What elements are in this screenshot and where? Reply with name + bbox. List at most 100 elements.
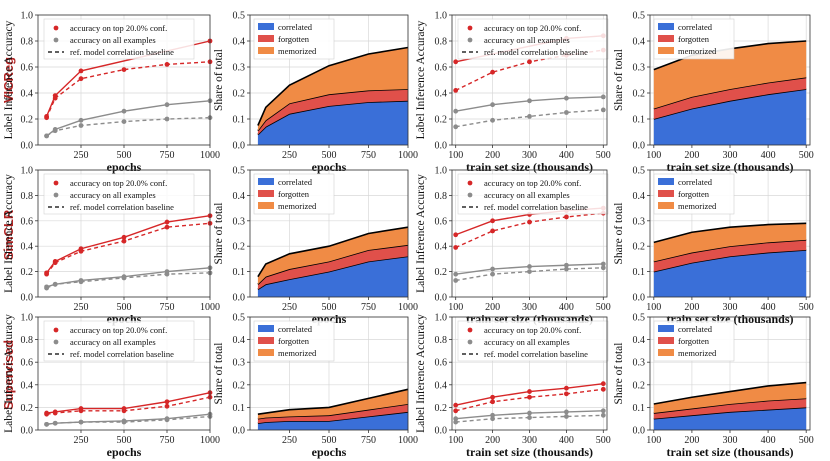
legend-label: ref. model correlation baseline bbox=[70, 349, 174, 359]
y-axis-label: Share of total bbox=[613, 343, 625, 405]
data-point-red-solid bbox=[453, 59, 459, 65]
panel-vicreg-share-epochs: correlated forgotten memorized 0.0 0.1 0.2 0.3… bbox=[213, 11, 418, 175]
data-point-red-dashed bbox=[453, 88, 459, 93]
xtick-label: 200 bbox=[684, 435, 699, 446]
area-forgotten bbox=[653, 239, 807, 272]
ytick-label: 0.0 bbox=[21, 293, 34, 304]
ytick-label: 0.4 bbox=[233, 37, 246, 48]
panel-simclr-share-epochs: correlated forgotten memorized 0.0 0.1 0.2 0.3… bbox=[213, 166, 418, 327]
series-line-gray-dashed bbox=[46, 117, 211, 137]
series-line-gray-dashed bbox=[46, 272, 211, 289]
ytick-label: 0.2 bbox=[435, 403, 448, 414]
legend-label: ref. model correlation baseline bbox=[484, 47, 588, 57]
xtick-label: 500 bbox=[799, 435, 814, 446]
x-axis-label: epochs bbox=[312, 445, 347, 459]
legend-label-forgotten: forgotten bbox=[278, 336, 310, 346]
xtick-label: 400 bbox=[559, 302, 574, 313]
area-forgotten bbox=[257, 89, 408, 135]
legend-swatch-memorized bbox=[658, 202, 674, 209]
data-point-gray-dashed bbox=[564, 266, 569, 272]
data-point-red-solid bbox=[453, 232, 459, 238]
ytick-label: 0.2 bbox=[435, 267, 448, 278]
y-axis-label: Label Inference Accuracy bbox=[3, 314, 15, 433]
data-point-gray-solid bbox=[490, 412, 495, 418]
area-correlated bbox=[257, 256, 408, 297]
xtick-label: 500 bbox=[117, 435, 132, 446]
panel-supervised-acc-trainsize: accuracy on top 20.0% conf. accuracy on a… bbox=[415, 313, 611, 460]
xtick-label: 100 bbox=[448, 150, 463, 161]
data-point-gray-dashed bbox=[564, 414, 569, 419]
ytick-label: 0.4 bbox=[633, 191, 646, 202]
ytick-label: 0.3 bbox=[233, 216, 246, 227]
legend-label-memorized: memorized bbox=[278, 46, 317, 56]
data-point-gray-solid bbox=[527, 410, 532, 416]
data-point-gray-dashed bbox=[164, 417, 170, 423]
series-line-red-solid bbox=[46, 392, 211, 414]
ytick-label: 0.8 bbox=[21, 37, 34, 48]
ytick-label: 0.3 bbox=[633, 358, 646, 369]
legend-label: ref. model correlation baseline bbox=[484, 349, 588, 359]
ytick-label: 0.8 bbox=[21, 335, 34, 346]
legend-marker-red bbox=[53, 180, 59, 186]
data-point-red-solid bbox=[490, 218, 495, 224]
legend-swatch-forgotten bbox=[658, 337, 674, 344]
y-axis-label: Share of total bbox=[213, 49, 225, 111]
legend-swatch-forgotten bbox=[658, 190, 674, 197]
series-line-gray-solid bbox=[46, 267, 211, 288]
xtick-label: 200 bbox=[485, 435, 500, 446]
data-point-gray-solid bbox=[600, 261, 606, 267]
ytick-label: 0.0 bbox=[633, 293, 646, 304]
row-label-supervised: Supervised bbox=[1, 340, 16, 410]
xtick-label: 750 bbox=[361, 435, 376, 446]
legend-label: accuracy on top 20.0% conf. bbox=[70, 178, 167, 188]
data-point-gray-dashed bbox=[453, 419, 459, 425]
series-line-red-dashed bbox=[45, 61, 211, 118]
data-point-gray-dashed bbox=[600, 412, 606, 418]
ytick-label: 0.8 bbox=[21, 191, 34, 202]
ytick-label: 0.2 bbox=[21, 267, 34, 278]
area-correlated bbox=[653, 407, 807, 430]
ytick-label: 0.5 bbox=[233, 313, 246, 324]
row-label-simclr: SimCLR bbox=[1, 209, 16, 260]
data-point-gray-dashed bbox=[527, 269, 532, 274]
ytick-label: 0.8 bbox=[435, 37, 448, 48]
data-point-gray-solid bbox=[121, 108, 127, 114]
legend-box bbox=[457, 18, 609, 60]
data-point-red-dashed bbox=[453, 245, 459, 250]
area-boundary-memorized bbox=[257, 388, 409, 415]
legend-label-memorized: memorized bbox=[278, 348, 317, 358]
area-memorized bbox=[653, 382, 807, 414]
xtick-label: 300 bbox=[522, 435, 537, 446]
ytick-label: 0.2 bbox=[233, 380, 246, 391]
x-axis-label: epochs bbox=[107, 445, 142, 459]
y-axis-label: Share of total bbox=[213, 203, 225, 265]
data-point-red-dashed bbox=[78, 76, 84, 82]
xtick-label: 500 bbox=[799, 302, 814, 313]
data-point-red-solid bbox=[490, 394, 495, 400]
area-correlated bbox=[653, 250, 807, 297]
area-boundary-memorized bbox=[653, 381, 807, 405]
legend-marker-gray bbox=[467, 339, 473, 345]
legend-label-forgotten: forgotten bbox=[278, 189, 310, 199]
ytick-label: 0.3 bbox=[233, 358, 246, 369]
ytick-label: 0.0 bbox=[435, 141, 448, 152]
legend-marker-red bbox=[53, 25, 59, 31]
xtick-label: 250 bbox=[282, 435, 297, 446]
ytick-label: 0.2 bbox=[21, 115, 34, 126]
data-point-red-dashed bbox=[527, 59, 532, 65]
data-point-gray-dashed bbox=[52, 420, 58, 426]
series-line-red-dashed bbox=[46, 222, 211, 275]
xtick-label: 100 bbox=[646, 302, 661, 313]
data-point-red-dashed bbox=[121, 408, 127, 414]
data-point-gray-solid bbox=[453, 271, 459, 277]
legend-marker-gray bbox=[53, 37, 59, 43]
xtick-label: 750 bbox=[160, 302, 175, 313]
ytick-label: 1.0 bbox=[435, 313, 448, 324]
legend-marker-red bbox=[467, 25, 473, 31]
ytick-label: 0.3 bbox=[633, 63, 646, 74]
legend-swatch-forgotten bbox=[258, 35, 274, 42]
area-memorized bbox=[257, 47, 408, 131]
data-point-red-dashed bbox=[600, 386, 606, 392]
data-point-gray-dashed bbox=[44, 421, 49, 427]
legend-box bbox=[43, 320, 195, 362]
